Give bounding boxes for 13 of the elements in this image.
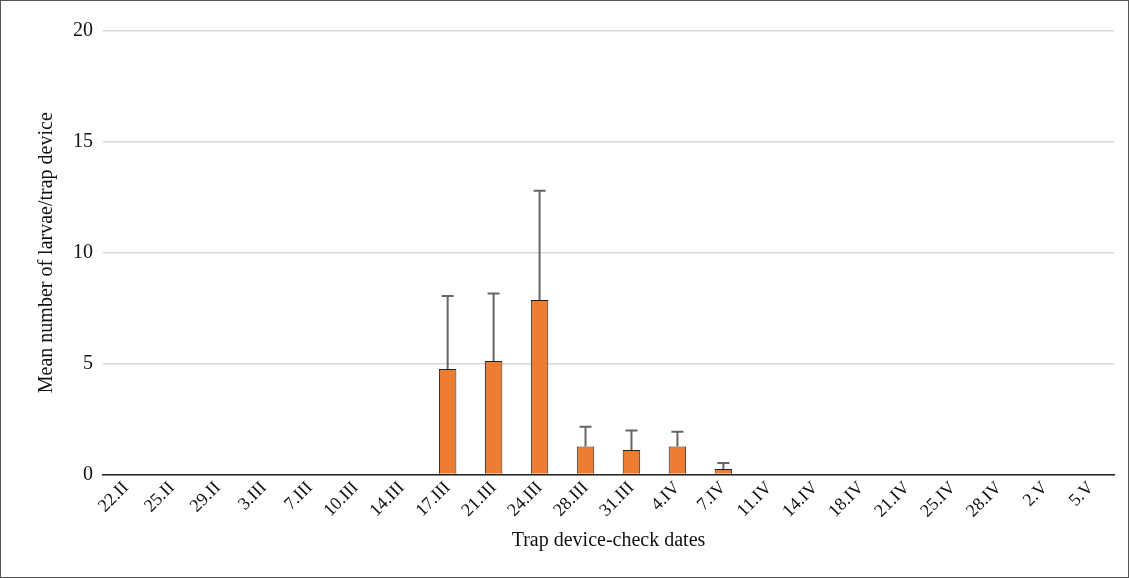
- x-tick-label: 5.V: [1064, 477, 1098, 510]
- x-tick-label: 7.III: [279, 477, 316, 514]
- x-tick-label: 4.IV: [646, 477, 684, 515]
- y-tick-label: 10: [73, 239, 93, 262]
- x-axis-title: Trap device-check dates: [511, 528, 706, 552]
- y-tick-label: 20: [73, 18, 93, 41]
- x-tick-label: 7.IV: [692, 477, 730, 515]
- y-tick-label: 0: [83, 461, 93, 484]
- x-tick-label: 2.V: [1018, 477, 1052, 510]
- y-tick-label: 15: [73, 129, 93, 152]
- x-tick-label: 3.III: [233, 477, 271, 514]
- y-tick-label: 5: [83, 350, 93, 373]
- y-axis-title: Mean number of larvae/trap device: [34, 112, 58, 394]
